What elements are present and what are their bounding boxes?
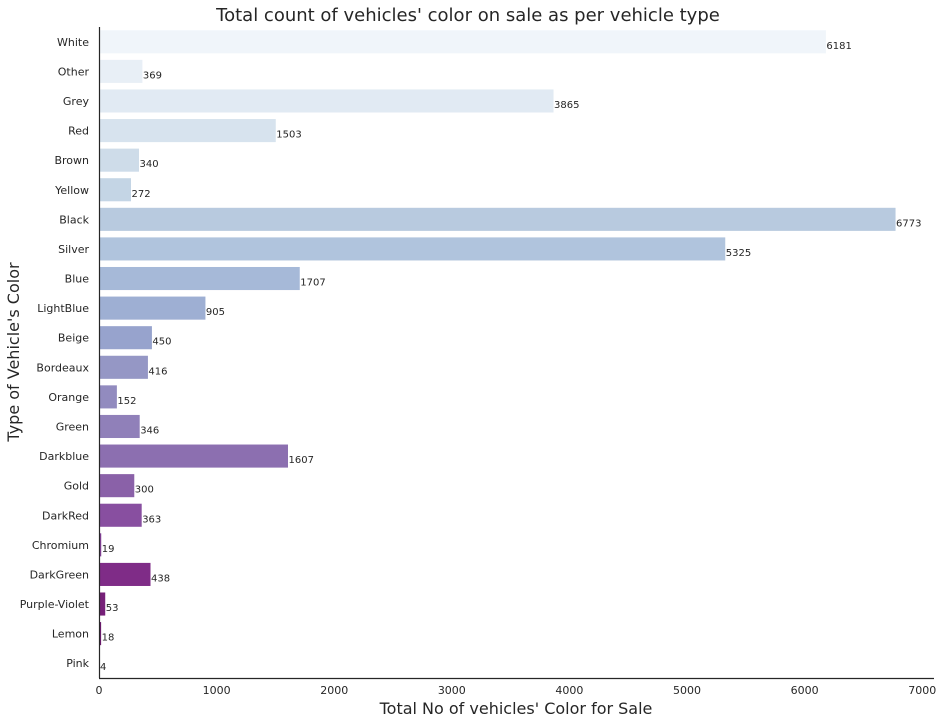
data-label-lemon: 18	[102, 633, 115, 644]
y-tick-label-black: Black	[59, 213, 89, 226]
bar-beige	[99, 326, 152, 350]
data-label-green: 346	[140, 425, 159, 436]
data-label-yellow: 272	[131, 189, 150, 200]
y-tick-label-darkgreen: DarkGreen	[30, 568, 89, 581]
data-label-other: 369	[143, 70, 162, 81]
y-tick-label-white: White	[57, 36, 89, 49]
y-tick-label-orange: Orange	[48, 391, 89, 404]
bar-purple-violet	[99, 592, 106, 616]
x-tick-label-7000: 7000	[908, 684, 936, 697]
data-label-blue: 1707	[300, 278, 325, 289]
bar-chromium	[99, 533, 102, 557]
data-label-orange: 152	[117, 396, 136, 407]
data-label-black: 6773	[896, 218, 921, 229]
data-label-purple-violet: 53	[106, 603, 119, 614]
y-tick-label-yellow: Yellow	[54, 184, 89, 197]
bar-white	[99, 30, 826, 54]
data-label-beige: 450	[152, 337, 171, 348]
data-label-bordeaux: 416	[148, 366, 167, 377]
y-tick-label-pink: Pink	[66, 657, 89, 670]
x-axis-title: Total No of vehicles' Color for Sale	[379, 699, 653, 718]
data-label-silver: 5325	[726, 248, 751, 259]
data-label-darkblue: 1607	[288, 455, 313, 466]
y-tick-label-gold: Gold	[64, 480, 89, 493]
y-tick-label-silver: Silver	[58, 243, 89, 256]
bar-bordeaux	[99, 355, 148, 379]
y-tick-label-darkred: DarkRed	[42, 509, 89, 522]
y-tick-label-chromium: Chromium	[32, 539, 89, 552]
bar-lightblue	[99, 296, 206, 320]
y-tick-label-darkblue: Darkblue	[39, 450, 89, 463]
y-tick-label-red: Red	[68, 125, 89, 138]
x-tick-label-3000: 3000	[438, 684, 466, 697]
y-axis-title: Type of Vehicle's Color	[4, 262, 23, 443]
bar-other	[99, 59, 143, 83]
data-label-red: 1503	[276, 130, 301, 141]
bar-darkgreen	[99, 562, 151, 586]
bar-grey	[99, 89, 554, 113]
bar-red	[99, 119, 276, 143]
bar-brown	[99, 148, 139, 172]
data-label-white: 6181	[826, 41, 851, 52]
x-tick-label-6000: 6000	[791, 684, 819, 697]
x-tick-label-5000: 5000	[673, 684, 701, 697]
y-tick-label-other: Other	[58, 65, 90, 78]
bar-black	[99, 207, 896, 231]
bar-orange	[99, 385, 117, 409]
y-tick-label-blue: Blue	[65, 273, 90, 286]
data-label-pink: 4	[100, 662, 106, 673]
x-tick-label-0: 0	[96, 684, 103, 697]
x-tick-label-4000: 4000	[555, 684, 583, 697]
x-tick-label-2000: 2000	[320, 684, 348, 697]
data-label-lightblue: 905	[206, 307, 225, 318]
data-label-grey: 3865	[554, 100, 579, 111]
x-tick-label-1000: 1000	[203, 684, 231, 697]
y-tick-label-bordeaux: Bordeaux	[36, 361, 89, 374]
data-label-darkred: 363	[142, 514, 161, 525]
data-label-darkgreen: 438	[151, 573, 170, 584]
y-tick-label-brown: Brown	[54, 154, 89, 167]
bar-yellow	[99, 178, 131, 202]
data-label-chromium: 19	[102, 544, 115, 555]
y-tick-label-lightblue: LightBlue	[37, 302, 89, 315]
bars	[99, 30, 896, 675]
data-label-gold: 300	[135, 485, 154, 496]
y-tick-label-lemon: Lemon	[52, 628, 89, 641]
bar-blue	[99, 266, 300, 291]
y-tick-label-green: Green	[56, 420, 89, 433]
chart-title: Total count of vehicles' color on sale a…	[215, 5, 720, 26]
bar-darkred	[99, 503, 142, 527]
data-labels: 6181 369 3865 1503 340 272 6773 5325 1707 905 450 4…	[100, 41, 922, 673]
y-tick-label-grey: Grey	[63, 95, 90, 108]
bar-gold	[99, 474, 135, 498]
bar-green	[99, 414, 140, 439]
bar-silver	[99, 237, 726, 261]
y-tick-label-purple-violet: Purple-Violet	[20, 598, 90, 611]
data-label-brown: 340	[139, 159, 158, 170]
y-tick-label-beige: Beige	[58, 332, 89, 345]
x-axis-ticks: 0 1000 2000 3000 4000 5000 6000 7000	[96, 684, 937, 697]
y-axis-ticks: White Other Grey Red Brown Yellow Black Silver B…	[20, 36, 90, 670]
bar-darkblue	[99, 444, 288, 468]
